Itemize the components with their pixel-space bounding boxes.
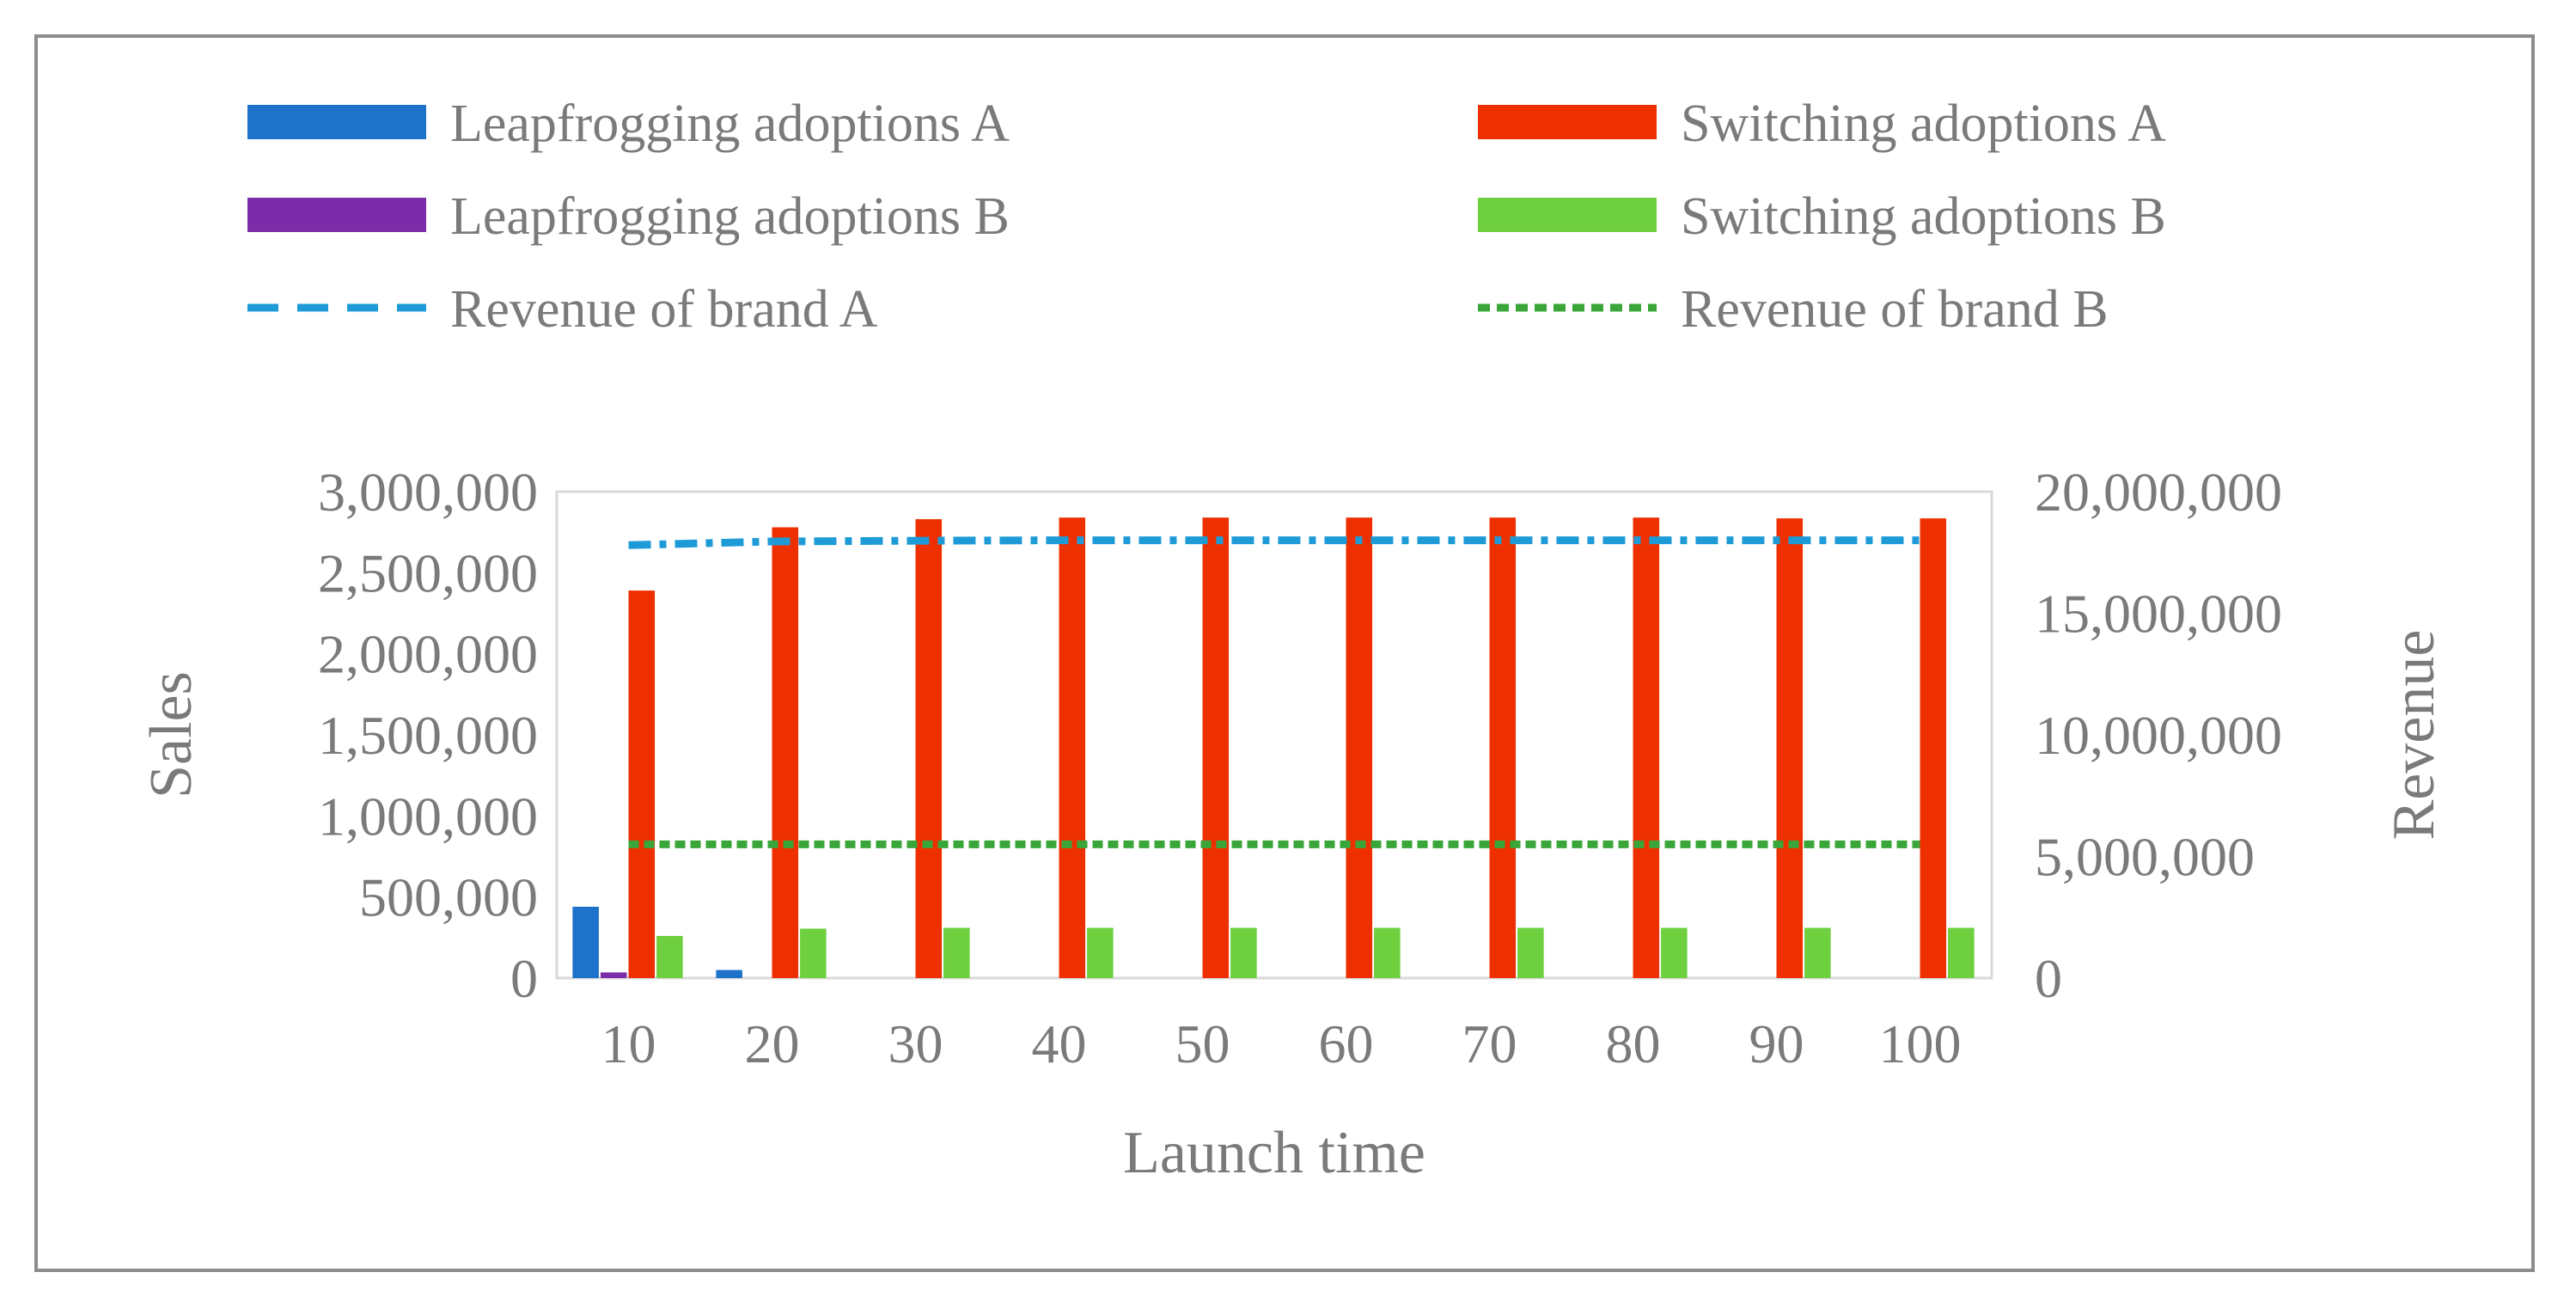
bar-switching-adoptions-b-80 (1661, 927, 1688, 978)
line-revenue-of-brand-a (628, 536, 1920, 549)
bar-switching-adoptions-b-70 (1517, 927, 1544, 978)
y-tick-label-2: 1,000,000 (318, 786, 538, 847)
bar-switching-adoptions-a-70 (1489, 517, 1517, 978)
y-tick-label-5: 2,500,000 (318, 542, 538, 603)
plot-area-border (555, 490, 1993, 980)
bar-switching-adoptions-b-10 (656, 935, 683, 978)
bar-switching-adoptions-a-60 (1346, 517, 1373, 978)
legend-label-leapfrogging-adoptions-b: Leapfrogging adoptions B (450, 187, 1010, 246)
legend-label-revenue-of-brand-a: Revenue of brand A (450, 280, 878, 339)
y-tick-label-3: 1,500,000 (318, 705, 538, 766)
bar-leapfrogging-adoptions-a-10 (572, 906, 599, 978)
x-tick-label-5: 60 (1319, 1013, 1374, 1074)
legend-label-switching-adoptions-a: Switching adoptions A (1681, 95, 2166, 153)
bar-switching-adoptions-b-100 (1948, 927, 1975, 978)
x-tick-label-8: 90 (1749, 1013, 1804, 1074)
bar-switching-adoptions-b-30 (943, 927, 970, 978)
legend-swatch-switching-adoptions-b (1478, 198, 1657, 232)
y-axis-title: Sales (138, 671, 204, 798)
y2-axis-title: Revenue (2381, 630, 2447, 841)
legend-swatch-switching-adoptions-a (1478, 105, 1657, 139)
x-axis-title: Launch time (1123, 1120, 1425, 1186)
x-tick-label-1: 20 (745, 1013, 800, 1074)
bar-switching-adoptions-a-50 (1202, 517, 1230, 978)
bar-switching-adoptions-a-10 (628, 590, 656, 978)
legend-swatch-leapfrogging-adoptions-a (247, 105, 426, 139)
bar-switching-adoptions-b-40 (1087, 927, 1114, 978)
y2-tick-label-2: 10,000,000 (2035, 705, 2282, 766)
bar-switching-adoptions-b-50 (1230, 927, 1257, 978)
y-tick-label-4: 2,000,000 (318, 624, 538, 685)
bar-switching-adoptions-a-40 (1059, 517, 1086, 978)
x-tick-label-6: 70 (1462, 1013, 1517, 1074)
legend-label-switching-adoptions-b: Switching adoptions B (1681, 187, 2166, 246)
legend-swatch-leapfrogging-adoptions-b (247, 198, 426, 232)
chart-frame (34, 34, 2535, 1272)
legend-label-revenue-of-brand-b: Revenue of brand B (1681, 280, 2109, 339)
x-tick-label-9: 100 (1879, 1013, 1962, 1074)
y-tick-label-0: 0 (510, 948, 538, 1009)
bar-switching-adoptions-b-90 (1804, 927, 1831, 978)
bar-leapfrogging-adoptions-b-10 (600, 972, 627, 978)
bar-switching-adoptions-b-60 (1374, 927, 1401, 978)
x-tick-label-4: 50 (1175, 1013, 1230, 1074)
y2-tick-label-0: 0 (2035, 948, 2062, 1009)
bar-switching-adoptions-b-20 (800, 928, 827, 978)
x-tick-label-0: 10 (601, 1013, 656, 1074)
y-tick-label-6: 3,000,000 (318, 462, 538, 523)
bar-switching-adoptions-a-100 (1920, 518, 1947, 978)
bar-leapfrogging-adoptions-a-20 (716, 970, 742, 978)
x-tick-label-3: 40 (1032, 1013, 1087, 1074)
y-tick-label-1: 500,000 (359, 867, 538, 928)
legend-label-leapfrogging-adoptions-a: Leapfrogging adoptions A (450, 95, 1010, 153)
x-tick-label-2: 30 (888, 1013, 943, 1074)
bar-switching-adoptions-a-20 (772, 527, 799, 978)
y2-tick-label-1: 5,000,000 (2035, 827, 2255, 888)
bar-switching-adoptions-a-90 (1776, 518, 1804, 978)
bar-switching-adoptions-a-30 (915, 519, 943, 978)
x-tick-label-7: 80 (1606, 1013, 1661, 1074)
y2-tick-label-3: 15,000,000 (2035, 584, 2282, 645)
bar-switching-adoptions-a-80 (1633, 517, 1660, 978)
y2-tick-label-4: 20,000,000 (2035, 462, 2282, 523)
